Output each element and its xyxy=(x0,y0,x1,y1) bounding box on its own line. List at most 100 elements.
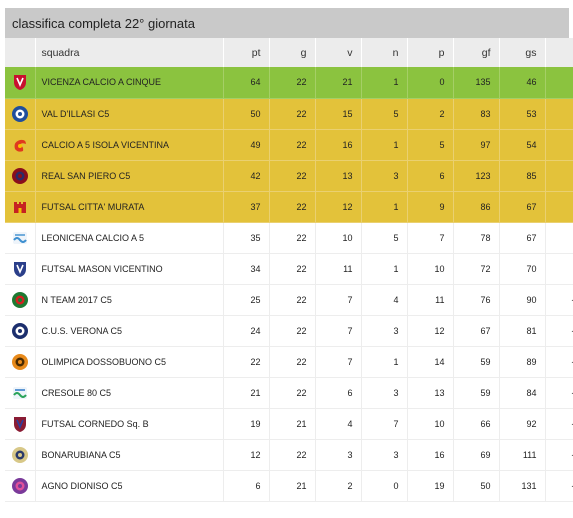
stat-g: 22 xyxy=(269,160,316,192)
stat-p: 0 xyxy=(407,67,454,99)
stat-v: 7 xyxy=(315,284,362,316)
stat-v: 12 xyxy=(315,191,362,223)
header-gs: gs xyxy=(499,38,546,67)
stat-v: 7 xyxy=(315,315,362,347)
team-name: VICENZA CALCIO A CINQUE xyxy=(35,67,224,99)
stat-n: 3 xyxy=(361,439,408,471)
stat-gs: 111 xyxy=(499,439,546,471)
val-dillasi-crest-icon xyxy=(11,105,29,123)
stat-p: 14 xyxy=(407,346,454,378)
stat-pt: 49 xyxy=(223,129,270,161)
stat-p: 19 xyxy=(407,470,454,502)
crest-cell xyxy=(5,284,36,316)
stat-pt: 34 xyxy=(223,253,270,285)
table-row: VAL D'ILLASI C550221552835330 xyxy=(5,98,573,130)
stat-gf: 135 xyxy=(453,67,500,99)
real-san-piero-crest-icon xyxy=(11,167,29,185)
stat-dr: 30 xyxy=(545,98,573,130)
stat-p: 5 xyxy=(407,129,454,161)
stat-gs: 89 xyxy=(499,346,546,378)
stat-n: 1 xyxy=(361,191,408,223)
isola-vicentina-crest-icon xyxy=(11,136,29,154)
stat-dr: -30 xyxy=(545,346,573,378)
stat-v: 13 xyxy=(315,160,362,192)
stat-gs: 70 xyxy=(499,253,546,285)
stat-pt: 64 xyxy=(223,67,270,99)
crest-cell xyxy=(5,315,36,347)
cresole-crest-icon xyxy=(11,384,29,402)
crest-cell xyxy=(5,222,36,254)
cus-verona-crest-icon xyxy=(11,322,29,340)
stat-gf: 66 xyxy=(453,408,500,440)
stat-dr: -14 xyxy=(545,315,573,347)
stat-pt: 50 xyxy=(223,98,270,130)
stat-gf: 59 xyxy=(453,377,500,409)
stat-pt: 42 xyxy=(223,160,270,192)
header-dr: dr xyxy=(545,38,573,67)
header-team: squadra xyxy=(35,38,224,67)
standings-table: squadra pt g v n p gf gs dr VICENZA CALC… xyxy=(5,38,573,502)
cornedo-crest-icon xyxy=(11,415,29,433)
stat-n: 0 xyxy=(361,470,408,502)
stat-gs: 67 xyxy=(499,191,546,223)
stat-g: 22 xyxy=(269,129,316,161)
stat-pt: 22 xyxy=(223,346,270,378)
stat-p: 10 xyxy=(407,408,454,440)
stat-v: 2 xyxy=(315,470,362,502)
stat-v: 11 xyxy=(315,253,362,285)
leonicena-crest-icon xyxy=(11,229,29,247)
header-g: g xyxy=(269,38,316,67)
stat-n: 1 xyxy=(361,346,408,378)
team-name: CALCIO A 5 ISOLA VICENTINA xyxy=(35,129,224,161)
stat-dr: -42 xyxy=(545,439,573,471)
agno-dioniso-crest-icon xyxy=(11,477,29,495)
stat-n: 4 xyxy=(361,284,408,316)
stat-pt: 6 xyxy=(223,470,270,502)
stat-gf: 76 xyxy=(453,284,500,316)
stat-p: 11 xyxy=(407,284,454,316)
team-name: VAL D'ILLASI C5 xyxy=(35,98,224,130)
citta-murata-crest-icon xyxy=(11,198,29,216)
stat-n: 5 xyxy=(361,98,408,130)
stat-g: 22 xyxy=(269,346,316,378)
stat-gf: 83 xyxy=(453,98,500,130)
header-row: squadra pt g v n p gf gs dr xyxy=(5,38,573,67)
stat-p: 12 xyxy=(407,315,454,347)
stat-pt: 21 xyxy=(223,377,270,409)
stat-p: 16 xyxy=(407,439,454,471)
stat-dr: -14 xyxy=(545,284,573,316)
team-name: N TEAM 2017 C5 xyxy=(35,284,224,316)
stat-pt: 19 xyxy=(223,408,270,440)
team-name: OLIMPICA DOSSOBUONO C5 xyxy=(35,346,224,378)
stat-g: 22 xyxy=(269,222,316,254)
team-name: FUTSAL CITTA' MURATA xyxy=(35,191,224,223)
stat-pt: 25 xyxy=(223,284,270,316)
team-name: CRESOLE 80 C5 xyxy=(35,377,224,409)
stat-pt: 35 xyxy=(223,222,270,254)
table-row: CALCIO A 5 ISOLA VICENTINA49221615975443 xyxy=(5,129,573,161)
stat-n: 1 xyxy=(361,129,408,161)
header-p: p xyxy=(407,38,454,67)
stat-v: 15 xyxy=(315,98,362,130)
bonarubiana-crest-icon xyxy=(11,446,29,464)
standings-title: classifica completa 22° giornata xyxy=(5,8,569,38)
table-row: FUTSAL MASON VICENTINO34221111072702 xyxy=(5,253,573,285)
stat-g: 21 xyxy=(269,470,316,502)
stat-g: 22 xyxy=(269,98,316,130)
crest-cell xyxy=(5,408,36,440)
stat-dr: -26 xyxy=(545,408,573,440)
stat-gf: 97 xyxy=(453,129,500,161)
stat-g: 22 xyxy=(269,191,316,223)
stat-v: 4 xyxy=(315,408,362,440)
stat-dr: 11 xyxy=(545,222,573,254)
table-row: VICENZA CALCIO A CINQUE642221101354689 xyxy=(5,67,573,99)
stat-v: 7 xyxy=(315,346,362,378)
stat-dr: 2 xyxy=(545,253,573,285)
stat-gf: 50 xyxy=(453,470,500,502)
